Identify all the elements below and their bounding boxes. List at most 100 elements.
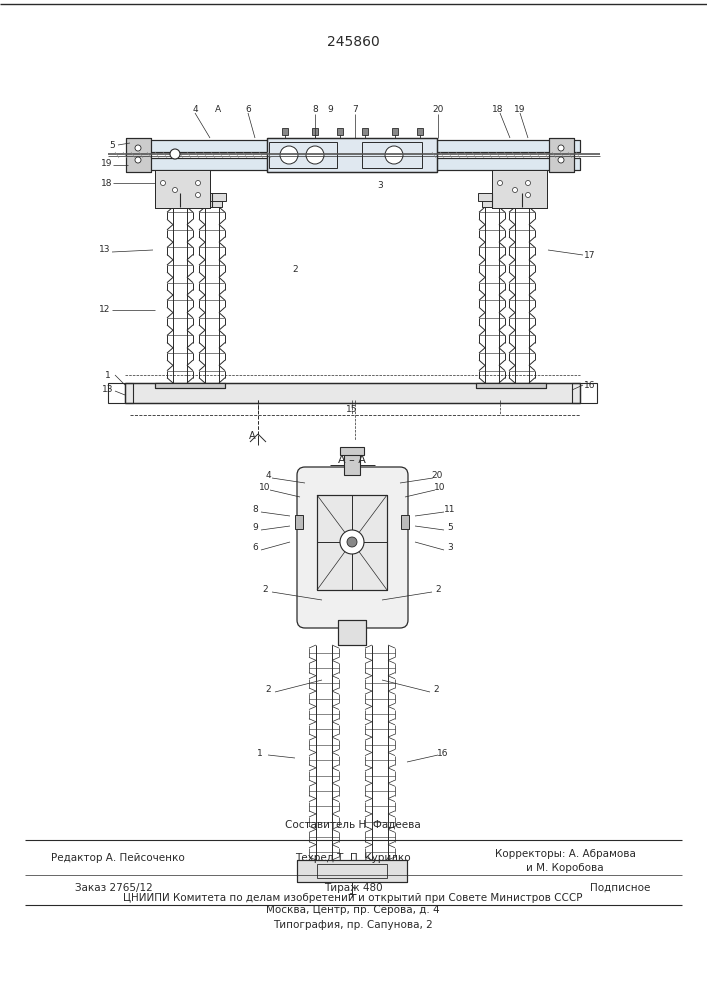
Bar <box>362 142 422 168</box>
Text: 3: 3 <box>377 180 383 190</box>
Circle shape <box>525 192 530 198</box>
Bar <box>282 128 288 135</box>
Text: 4: 4 <box>192 105 198 114</box>
Text: 2: 2 <box>292 265 298 274</box>
Text: Составитель Н. Фадеева: Составитель Н. Фадеева <box>285 820 421 830</box>
Bar <box>125 383 580 403</box>
Text: 10: 10 <box>259 484 271 492</box>
Text: 9: 9 <box>327 105 333 114</box>
Text: 18: 18 <box>492 105 504 114</box>
Circle shape <box>196 192 201 198</box>
Text: Москва, Центр, пр. Серова, д. 4: Москва, Центр, пр. Серова, д. 4 <box>267 905 440 915</box>
Circle shape <box>135 157 141 163</box>
Bar <box>392 128 398 135</box>
Text: 2: 2 <box>436 585 440 594</box>
Bar <box>130 158 580 170</box>
Text: Заказ 2765/12: Заказ 2765/12 <box>75 883 153 893</box>
Bar <box>508 193 536 201</box>
Text: 17: 17 <box>584 250 596 259</box>
Bar <box>269 142 337 168</box>
Bar <box>130 140 580 152</box>
Bar <box>267 138 437 172</box>
Bar <box>108 383 133 403</box>
Text: А – А: А – А <box>338 455 366 465</box>
Text: 2: 2 <box>265 686 271 694</box>
Text: 5: 5 <box>109 140 115 149</box>
Text: 15: 15 <box>346 406 358 414</box>
Circle shape <box>558 157 564 163</box>
Bar <box>170 199 190 207</box>
Text: 2: 2 <box>262 585 268 594</box>
Bar <box>344 453 360 475</box>
Bar <box>482 199 502 207</box>
Text: 18: 18 <box>101 178 112 188</box>
Bar <box>317 495 387 590</box>
Bar <box>417 128 423 135</box>
Bar <box>267 138 437 172</box>
Text: 16: 16 <box>437 748 449 758</box>
Text: ЦНИИПИ Комитета по делам изобретений и открытий при Совете Министров СССР: ЦНИИПИ Комитета по делам изобретений и о… <box>123 893 583 903</box>
Bar <box>295 515 303 529</box>
Circle shape <box>135 145 141 151</box>
Text: и М. Коробова: и М. Коробова <box>526 863 604 873</box>
Bar <box>512 199 532 207</box>
Bar <box>317 495 387 590</box>
Text: Тираж 480: Тираж 480 <box>324 883 382 893</box>
Circle shape <box>525 180 530 186</box>
Bar <box>198 193 226 201</box>
Text: 6: 6 <box>245 105 251 114</box>
Text: 20: 20 <box>432 105 444 114</box>
Text: 19: 19 <box>514 105 526 114</box>
Bar <box>202 199 222 207</box>
Circle shape <box>196 180 201 186</box>
Text: 5: 5 <box>447 524 453 532</box>
Text: 11: 11 <box>444 506 456 514</box>
Text: 13: 13 <box>103 385 114 394</box>
Text: Редактор А. Пейсоченко: Редактор А. Пейсоченко <box>51 853 185 863</box>
Bar <box>401 515 409 529</box>
Text: 1: 1 <box>105 370 111 379</box>
Bar <box>166 193 194 201</box>
Circle shape <box>306 146 324 164</box>
Bar <box>155 383 225 388</box>
Text: 12: 12 <box>99 306 111 314</box>
Text: 8: 8 <box>252 506 258 514</box>
Circle shape <box>347 537 357 547</box>
Bar <box>549 138 574 172</box>
Text: А: А <box>249 431 255 441</box>
Bar <box>317 864 387 878</box>
Text: 8: 8 <box>312 105 318 114</box>
Bar <box>338 620 366 645</box>
Circle shape <box>340 530 364 554</box>
Text: 4: 4 <box>265 472 271 481</box>
Bar <box>340 447 364 455</box>
Bar <box>297 860 407 882</box>
Bar <box>155 383 225 388</box>
Text: 10: 10 <box>434 484 445 492</box>
Bar <box>478 193 506 201</box>
Circle shape <box>160 180 165 186</box>
Circle shape <box>385 146 403 164</box>
Bar <box>492 170 547 208</box>
Text: 6: 6 <box>252 544 258 552</box>
Circle shape <box>173 188 177 192</box>
Bar <box>362 128 368 135</box>
Text: 1: 1 <box>257 748 263 758</box>
Circle shape <box>513 188 518 192</box>
Bar <box>476 383 546 388</box>
Bar <box>130 158 580 170</box>
Bar <box>126 138 151 172</box>
Text: 2: 2 <box>433 686 439 694</box>
Bar <box>572 383 597 403</box>
Circle shape <box>498 180 503 186</box>
Bar <box>338 620 366 645</box>
Text: 3: 3 <box>447 544 453 552</box>
FancyBboxPatch shape <box>297 467 408 628</box>
Bar <box>155 170 210 208</box>
Text: 16: 16 <box>584 380 596 389</box>
Bar <box>155 170 210 208</box>
Bar <box>126 138 151 172</box>
Text: Подписное: Подписное <box>590 883 650 893</box>
Text: Корректоры: А. Абрамова: Корректоры: А. Абрамова <box>495 849 636 859</box>
Text: 19: 19 <box>101 158 112 167</box>
